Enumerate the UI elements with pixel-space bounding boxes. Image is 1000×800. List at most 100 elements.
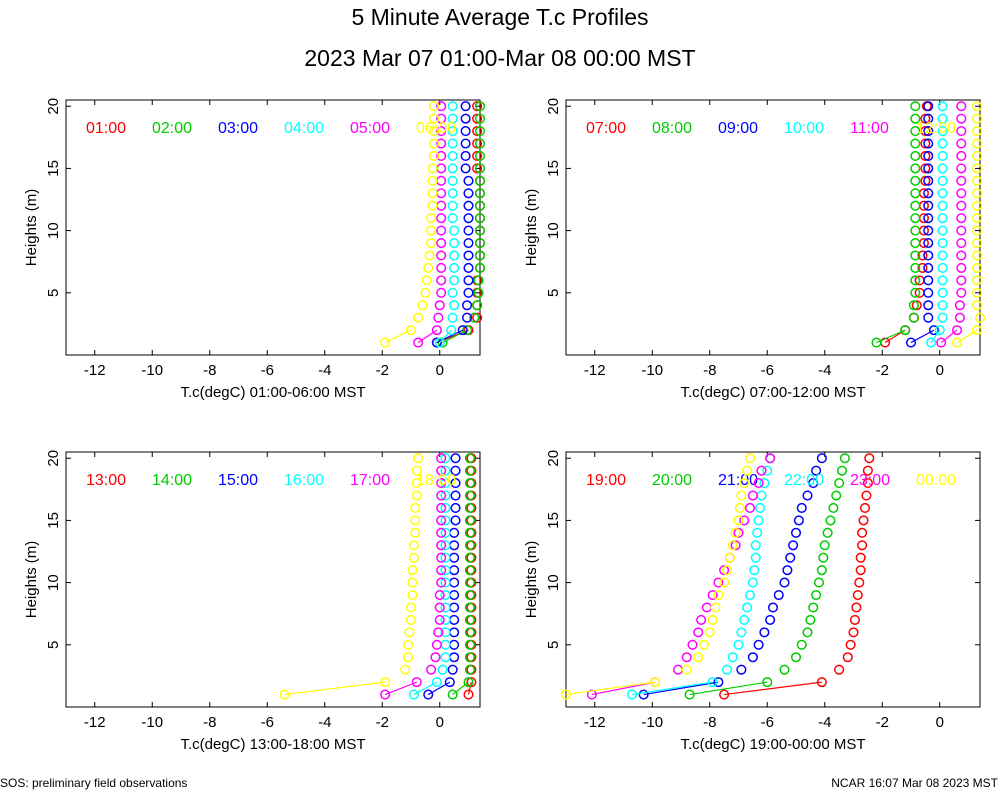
data-point <box>447 175 458 186</box>
data-point <box>923 126 934 137</box>
data-point <box>951 325 963 336</box>
data-point <box>449 565 460 576</box>
legend-label: 04:00 <box>284 120 324 137</box>
data-point <box>767 602 779 613</box>
data-point <box>437 664 448 675</box>
series-line <box>284 681 386 696</box>
data-point <box>854 577 865 588</box>
x-tick-label: -4 <box>818 362 831 379</box>
x-tick-label: -12 <box>84 714 106 731</box>
data-point <box>744 502 756 514</box>
legend-label: 13:00 <box>86 472 126 489</box>
y-tick-label: 15 <box>45 512 62 529</box>
data-point <box>852 589 863 601</box>
data-point <box>749 565 760 576</box>
data-point <box>427 163 438 174</box>
data-point <box>693 627 704 638</box>
data-point <box>937 312 948 323</box>
x-tick-label: -12 <box>584 362 606 379</box>
data-point <box>410 502 421 514</box>
data-point <box>449 639 460 650</box>
x-tick-label: -4 <box>318 362 331 379</box>
data-point <box>972 200 983 211</box>
data-point <box>627 689 638 700</box>
data-point <box>790 527 802 538</box>
series-line <box>689 681 768 696</box>
data-point <box>449 250 460 261</box>
x-tick-label: -4 <box>818 714 831 731</box>
data-point <box>750 552 761 563</box>
data-point <box>440 614 451 625</box>
data-point <box>279 689 290 700</box>
data-point <box>713 589 724 601</box>
data-point <box>739 515 750 526</box>
data-point <box>449 652 460 663</box>
data-point <box>937 101 948 112</box>
legend-label: 16:00 <box>284 472 324 489</box>
data-point <box>460 150 471 162</box>
data-point <box>431 337 442 348</box>
data-point <box>440 577 451 588</box>
data-point <box>430 652 441 663</box>
data-point <box>450 502 461 514</box>
data-point <box>937 225 948 236</box>
data-point <box>586 689 597 700</box>
data-point <box>413 337 424 348</box>
data-point <box>744 453 756 464</box>
data-point <box>733 515 744 526</box>
plot-frame <box>65 99 481 356</box>
data-point <box>403 639 414 650</box>
data-point <box>753 478 764 489</box>
data-point <box>436 275 447 286</box>
data-point <box>910 275 921 286</box>
data-point <box>704 627 715 638</box>
y-axis-label: Heights (m) <box>523 189 540 267</box>
data-point <box>822 527 833 538</box>
data-point <box>923 188 934 199</box>
data-point <box>956 200 967 211</box>
data-point <box>816 677 827 688</box>
data-point <box>460 126 471 137</box>
data-point <box>802 627 813 638</box>
y-axis-label: Heights (m) <box>23 541 40 619</box>
x-tick-label: 0 <box>936 714 944 731</box>
data-point <box>474 262 486 273</box>
data-point <box>701 602 712 613</box>
data-point <box>937 126 948 137</box>
x-tick-label: 0 <box>436 362 444 379</box>
legend-label: 22:00 <box>784 472 824 489</box>
data-point <box>937 163 948 174</box>
data-point <box>464 639 475 650</box>
data-point <box>693 652 704 663</box>
data-point <box>436 527 447 538</box>
data-point <box>923 213 934 224</box>
data-point <box>434 614 445 625</box>
data-point <box>464 502 475 514</box>
y-tick-label: 5 <box>45 641 62 649</box>
data-point <box>437 337 448 348</box>
data-point <box>440 589 451 601</box>
data-point <box>447 138 458 149</box>
data-point <box>905 337 917 348</box>
data-point <box>937 188 948 199</box>
data-point <box>956 113 967 124</box>
data-point <box>444 677 455 688</box>
data-point <box>928 325 940 336</box>
data-point <box>473 275 484 286</box>
data-point <box>440 453 451 464</box>
data-point <box>464 552 475 563</box>
series-line <box>940 329 958 344</box>
data-point <box>447 163 458 174</box>
data-point <box>719 689 730 700</box>
data-point <box>380 689 391 700</box>
data-point <box>462 312 473 323</box>
data-point <box>380 337 391 348</box>
x-tick-label: -12 <box>84 362 106 379</box>
data-point <box>972 126 983 137</box>
data-point <box>436 126 447 137</box>
data-point <box>917 250 928 261</box>
data-point <box>834 478 845 489</box>
data-point <box>464 652 475 663</box>
data-point <box>436 163 447 174</box>
y-tick-label: 10 <box>545 574 562 591</box>
